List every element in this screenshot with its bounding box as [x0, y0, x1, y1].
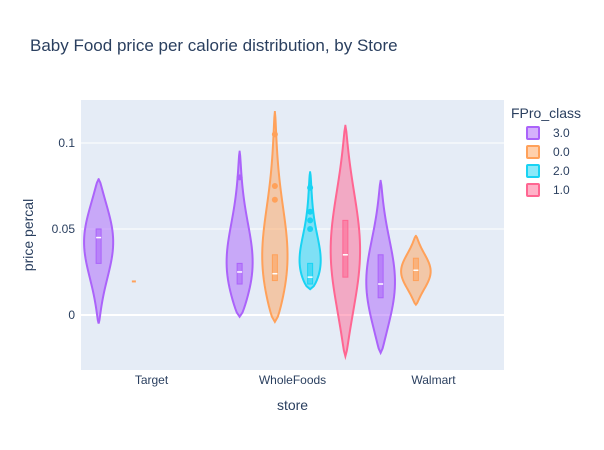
outlier-point[interactable] — [271, 196, 278, 203]
violin-box — [412, 257, 419, 282]
x-tick-label: Walmart — [411, 373, 456, 387]
violin-box — [236, 262, 243, 285]
violin-traces — [83, 111, 432, 361]
violin-wholefoods-3.0[interactable] — [225, 150, 254, 319]
y-tick-label: 0.1 — [58, 136, 75, 150]
chart-title: Baby Food price per calorie distribution… — [30, 36, 398, 55]
legend-swatch[interactable] — [526, 126, 540, 140]
legend-label[interactable]: 2.0 — [553, 164, 570, 178]
outlier-point[interactable] — [271, 131, 278, 138]
violin-box — [95, 228, 102, 264]
violin-wholefoods-0.0[interactable] — [261, 111, 289, 324]
outlier-point[interactable] — [307, 217, 314, 224]
legend-swatch[interactable] — [526, 164, 540, 178]
x-axis-ticks: Target WholeFoods Walmart — [135, 373, 456, 387]
gridlines — [81, 142, 504, 316]
violin-box — [377, 254, 384, 299]
legend-label[interactable]: 3.0 — [553, 126, 570, 140]
y-axis-ticks: 0 0.05 0.1 — [52, 136, 76, 322]
y-tick-label: 0.05 — [52, 222, 76, 236]
outlier-point[interactable] — [307, 208, 314, 215]
legend-label[interactable]: 1.0 — [553, 183, 570, 197]
y-tick-label: 0 — [68, 308, 75, 322]
legend-swatch[interactable] — [526, 183, 540, 197]
violin-box — [342, 219, 349, 278]
legend-title: FPro_class — [511, 105, 581, 121]
legend: 3.0 0.0 2.0 1.0 — [526, 126, 570, 197]
legend-label[interactable]: 0.0 — [553, 145, 570, 159]
legend-swatch[interactable] — [526, 145, 540, 159]
outlier-point[interactable] — [307, 225, 314, 232]
y-axis-title: price percal — [20, 199, 36, 271]
x-tick-label: WholeFoods — [259, 373, 326, 387]
plot-area[interactable] — [81, 100, 504, 370]
outlier-point[interactable] — [236, 174, 243, 181]
x-tick-label: Target — [135, 373, 169, 387]
outlier-point[interactable] — [271, 182, 278, 189]
outlier-point[interactable] — [307, 184, 314, 191]
x-axis-title: store — [277, 397, 308, 413]
violin-box — [271, 254, 278, 282]
violin-box — [307, 262, 314, 285]
